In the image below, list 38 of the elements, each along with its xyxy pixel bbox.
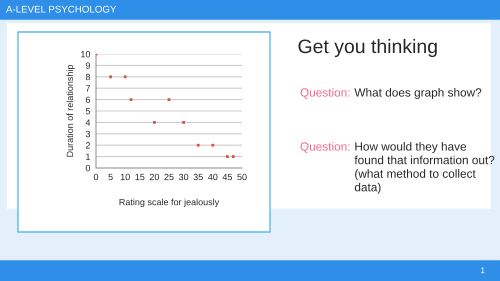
- y-tick-label: 7: [86, 85, 90, 92]
- y-axis-title: Duration of relationship: [66, 64, 75, 157]
- point: [130, 98, 132, 101]
- x-tick-label: 35: [194, 174, 203, 180]
- text: What does graph show?: [354, 88, 482, 100]
- x-tick-label: 30: [178, 174, 188, 180]
- y-tick-label: 9: [86, 62, 90, 69]
- text: How would they have found that information out? (what method to collect data): [354, 142, 494, 194]
- x-tick-label: 50: [237, 174, 247, 180]
- y-tick-label: 5: [86, 108, 90, 114]
- y-tick-label: 10: [81, 50, 90, 58]
- x-tick-label: 20: [150, 174, 160, 180]
- point: [226, 155, 229, 158]
- x-tick-label: 15: [135, 174, 144, 180]
- y-tick-label: 8: [86, 74, 90, 80]
- text: A-LEVEL PSYCHOLOGY: [6, 6, 116, 13]
- x-axis-title: Rating scale for jealously: [120, 198, 220, 208]
- x-tick-label: 40: [208, 174, 218, 180]
- point: [109, 75, 112, 78]
- x-tick-label: 5: [108, 174, 113, 180]
- y-tick-label: 3: [86, 130, 90, 138]
- point: [168, 98, 170, 101]
- x-tick-label: 10: [120, 174, 130, 180]
- point: [182, 121, 185, 124]
- y-tick-label: 6: [86, 96, 90, 103]
- y-tick-label: 2: [86, 142, 90, 148]
- point: [153, 121, 156, 124]
- x-tick-label: 45: [222, 174, 232, 180]
- x-tick-label: 25: [164, 174, 174, 180]
- text: 1: [481, 267, 485, 274]
- y-tick-label: 1: [86, 154, 90, 160]
- text: Question:: [300, 142, 350, 153]
- text: Question:: [300, 88, 350, 99]
- y-tick-label: 0: [86, 164, 90, 172]
- point: [232, 155, 235, 158]
- y-tick-label: 4: [86, 119, 90, 126]
- x-tick-label: 0: [94, 174, 98, 180]
- text: Get you thinking: [298, 38, 437, 58]
